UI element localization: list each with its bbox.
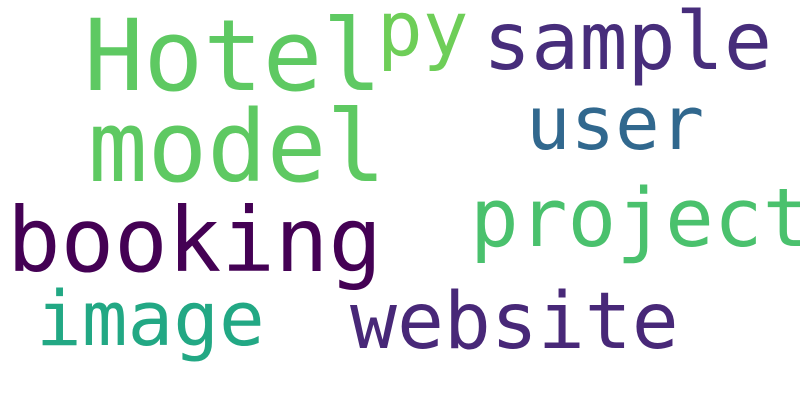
word-user: user <box>526 81 705 167</box>
word-image: image <box>36 274 265 363</box>
word-booking: booking <box>7 188 383 292</box>
word-website: website <box>350 277 679 367</box>
word-project: project <box>470 172 800 266</box>
word-sample: sample <box>483 0 772 88</box>
word-py: py <box>377 0 469 73</box>
word-model: model <box>88 90 387 205</box>
word-hotel: Hotel <box>84 0 383 114</box>
